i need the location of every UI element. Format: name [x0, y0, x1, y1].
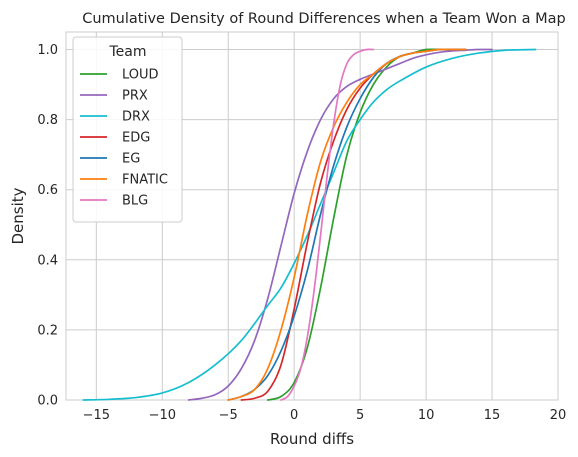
series-line-blg — [280, 48, 375, 401]
legend-title: Team — [108, 44, 146, 60]
legend-item-blg: BLG — [80, 194, 148, 209]
series-line-loud — [266, 48, 467, 401]
legend-item-loud: LOUD — [80, 68, 159, 83]
legend-item-edg: EDG — [80, 131, 150, 146]
legend-label: FNATIC — [122, 173, 168, 188]
x-tick-label: 5 — [356, 408, 364, 423]
series-line-prx — [187, 48, 493, 401]
x-tick-label: 15 — [484, 408, 501, 423]
legend-box — [72, 36, 183, 223]
series-line-fnatic — [227, 48, 467, 401]
y-tick-labels: 0.0 0.2 0.4 0.6 0.8 1.0 — [37, 43, 58, 408]
legend-label: LOUD — [122, 68, 159, 83]
x-tick-label: 10 — [418, 408, 435, 423]
legend-item-drx: DRX — [80, 110, 150, 125]
y-tick-label: 0.6 — [37, 183, 58, 198]
legend-item-eg: EG — [80, 152, 140, 167]
y-tick-label: 0.2 — [37, 323, 58, 338]
x-tick-labels: −15 −10 −5 0 5 10 15 20 — [83, 408, 567, 423]
legend-label: EG — [122, 152, 140, 167]
y-tick-label: 0.4 — [37, 253, 58, 268]
legend-label: EDG — [122, 131, 150, 146]
series-line-drx — [82, 48, 537, 401]
legend-label: PRX — [122, 89, 148, 104]
legend: Team LOUD PRX DRX EDG EG FNATIC BLG — [72, 36, 183, 223]
y-tick-label: 0.8 — [37, 113, 58, 128]
y-tick-label: 1.0 — [37, 43, 58, 58]
y-tick-label: 0.0 — [37, 394, 58, 409]
legend-item-prx: PRX — [80, 89, 148, 104]
x-tick-label: −10 — [149, 408, 176, 423]
chart-title: Cumulative Density of Round Differences … — [82, 11, 566, 27]
x-tick-label: 0 — [290, 408, 298, 423]
legend-label: DRX — [122, 110, 150, 125]
x-axis-label: Round diffs — [270, 430, 354, 448]
plot-frame — [65, 31, 559, 401]
series-lines — [82, 48, 537, 401]
x-tick-label: −15 — [83, 408, 110, 423]
x-tick-label: 20 — [550, 408, 567, 423]
y-axis-label: Density — [9, 187, 27, 244]
x-tick-label: −5 — [219, 408, 238, 423]
legend-item-fnatic: FNATIC — [80, 173, 168, 188]
legend-label: BLG — [122, 194, 148, 209]
